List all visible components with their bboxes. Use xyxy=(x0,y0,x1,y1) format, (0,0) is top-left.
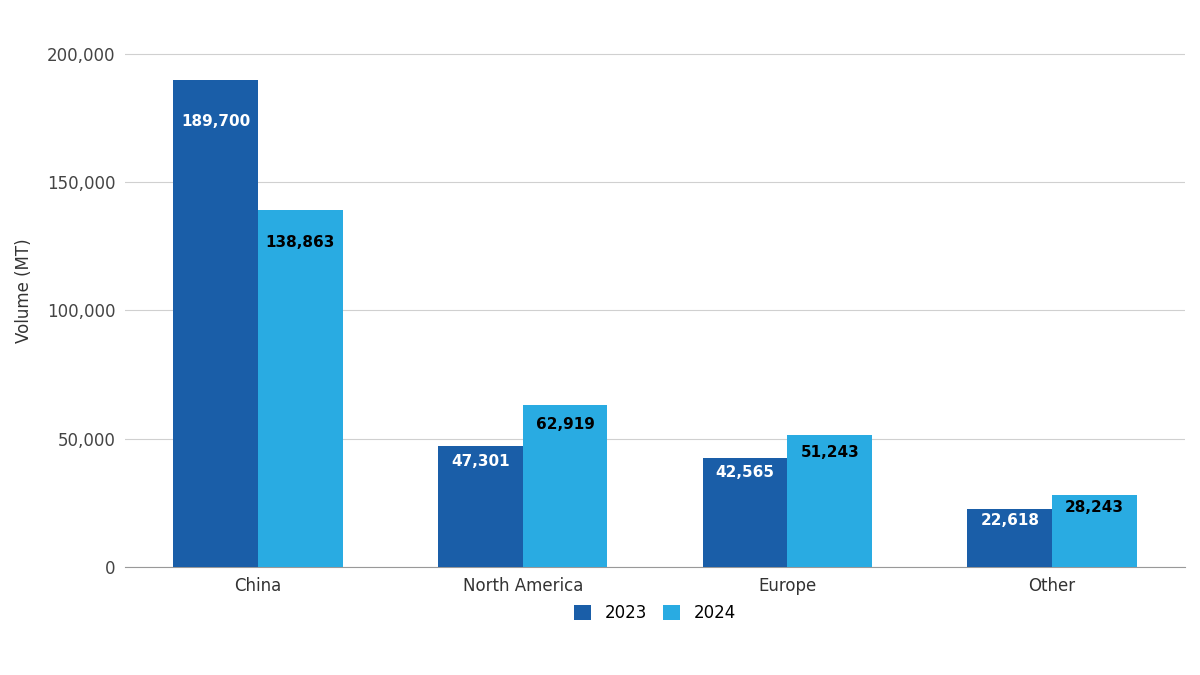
Text: 42,565: 42,565 xyxy=(715,465,774,481)
Bar xyxy=(1052,495,1136,567)
Bar xyxy=(703,458,787,567)
Bar xyxy=(258,211,343,567)
Bar xyxy=(173,80,258,567)
Text: 47,301: 47,301 xyxy=(451,454,510,469)
Text: 62,919: 62,919 xyxy=(535,416,594,432)
Y-axis label: Volume (MT): Volume (MT) xyxy=(14,239,34,344)
Legend: 2023, 2024: 2023, 2024 xyxy=(566,596,744,630)
Bar xyxy=(787,435,872,567)
Text: 51,243: 51,243 xyxy=(800,445,859,460)
Text: 28,243: 28,243 xyxy=(1064,500,1124,514)
Bar xyxy=(438,446,523,567)
Text: 189,700: 189,700 xyxy=(181,114,251,129)
Text: 22,618: 22,618 xyxy=(980,513,1039,528)
Bar xyxy=(967,509,1052,567)
Bar xyxy=(523,406,607,567)
Text: 138,863: 138,863 xyxy=(265,236,335,250)
